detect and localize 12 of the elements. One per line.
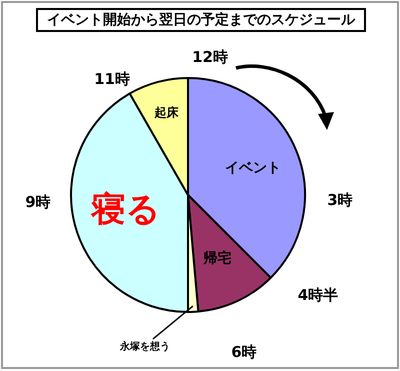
text: 11時	[94, 70, 130, 88]
slice-label: 寝る	[89, 189, 160, 230]
text: 3時	[327, 190, 353, 209]
slice-label: イベント	[224, 160, 281, 176]
slice-label: 起床	[153, 106, 180, 120]
text: 4時半	[298, 286, 338, 304]
chart-title: イベント開始から翌日の予定までのスケジュール	[36, 8, 366, 32]
text: 6時	[231, 342, 257, 361]
text: 12時	[192, 48, 228, 66]
slice-label: 永塚を想う	[118, 340, 170, 353]
text: 9時	[25, 192, 51, 211]
slice-label: 帰宅	[202, 249, 232, 266]
